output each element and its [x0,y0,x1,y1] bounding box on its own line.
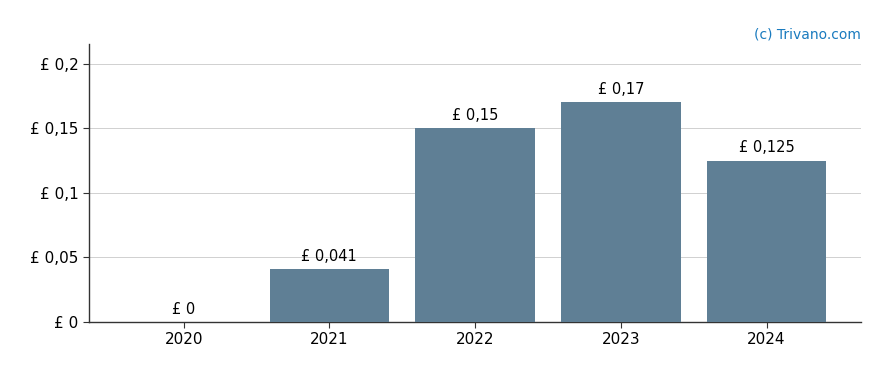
Text: £ 0,17: £ 0,17 [598,82,644,97]
Text: £ 0,041: £ 0,041 [302,249,357,264]
Bar [270,269,389,322]
Bar [561,102,680,322]
Text: £ 0: £ 0 [172,302,195,317]
Bar [416,128,535,322]
Text: £ 0,15: £ 0,15 [452,108,498,123]
Text: £ 0,125: £ 0,125 [739,140,795,155]
Bar [707,161,826,322]
Text: (c) Trivano.com: (c) Trivano.com [755,28,861,42]
